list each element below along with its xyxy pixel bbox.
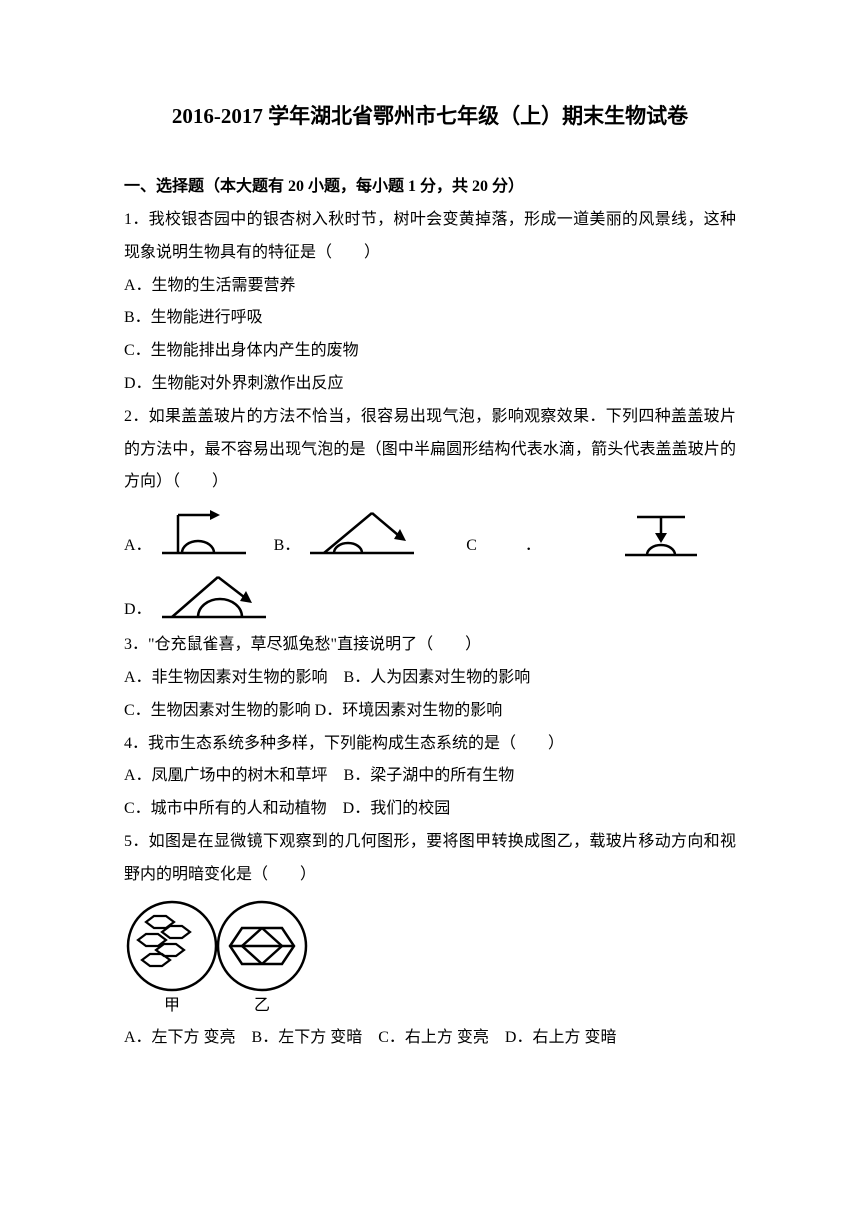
q4-row2: C．城市中所有的人和动植物 D．我们的校园 <box>124 793 736 826</box>
section-1-header: 一、选择题（本大题有 20 小题，每小题 1 分，共 20 分） <box>124 172 736 196</box>
q2-diagram-c-icon <box>621 511 701 563</box>
q2-diagram-a-icon <box>158 507 250 563</box>
q2-label-a: A． <box>124 531 152 555</box>
q2-diagram-row-2: D． <box>124 569 736 627</box>
q3-row2: C．生物因素对生物的影响 D．环境因素对生物的影响 <box>124 695 736 728</box>
q5-caption-a: 甲 <box>164 997 180 1014</box>
q1-opt-b: B．生物能进行呼吸 <box>124 302 736 335</box>
q1-text: 1．我校银杏园中的银杏树入秋时节，树叶会变黄掉落，形成一道美丽的风景线，这种现象… <box>124 204 736 270</box>
q2-label-c: C <box>466 537 477 555</box>
q2-label-b: B． <box>274 531 301 555</box>
q1-opt-c: C．生物能排出身体内产生的废物 <box>124 335 736 368</box>
q1-opt-a: A．生物的生活需要营养 <box>124 270 736 303</box>
q2-diagram-d-icon <box>158 569 270 627</box>
q5-caption-b: 乙 <box>254 997 270 1014</box>
q4-row1: A．凤凰广场中的树木和草坪 B．梁子湖中的所有生物 <box>124 760 736 793</box>
q5-text: 5．如图是在显微镜下观察到的几何图形，要将图甲转换成图乙，载玻片移动方向和视野内… <box>124 826 736 892</box>
q1-opt-d: D．生物能对外界刺激作出反应 <box>124 368 736 401</box>
page-title: 2016-2017 学年湖北省鄂州市七年级（上）期末生物试卷 <box>124 100 736 130</box>
q2-label-c-dot: ． <box>525 531 541 555</box>
q5-row: A．左下方 变亮 B．左下方 变暗 C．右上方 变亮 D．右上方 变暗 <box>124 1022 736 1055</box>
q2-diagram-row-1: A． B． C ． <box>124 505 736 563</box>
q4-text: 4．我市生态系统多种多样，下列能构成生态系统的是（ ） <box>124 728 736 761</box>
q3-row1: A．非生物因素对生物的影响 B．人为因素对生物的影响 <box>124 662 736 695</box>
q2-text: 2．如果盖盖玻片的方法不恰当，很容易出现气泡，影响观察效果．下列四种盖盖玻片的方… <box>124 401 736 499</box>
q5-microscope-views-icon: 甲 乙 <box>124 896 314 1018</box>
q2-diagram-b-icon <box>306 505 418 563</box>
q3-text: 3．"仓充鼠雀喜，草尽狐兔愁"直接说明了（ ） <box>124 629 736 662</box>
q5-figure: 甲 乙 <box>124 896 736 1018</box>
q2-label-d: D． <box>124 595 152 619</box>
